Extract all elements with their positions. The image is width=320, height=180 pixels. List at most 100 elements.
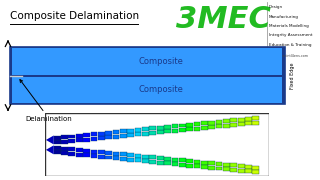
Bar bbox=[54, 146, 60, 150]
Bar bbox=[252, 121, 259, 125]
Text: Design: Design bbox=[269, 5, 283, 9]
Bar bbox=[54, 140, 60, 144]
Bar bbox=[61, 147, 68, 151]
Bar bbox=[216, 162, 222, 166]
Bar bbox=[216, 120, 222, 124]
Bar bbox=[61, 151, 68, 155]
Bar bbox=[201, 165, 208, 169]
Bar bbox=[245, 122, 252, 125]
Bar bbox=[61, 140, 68, 144]
Bar bbox=[252, 166, 259, 170]
Bar bbox=[105, 151, 112, 155]
Bar bbox=[113, 135, 119, 139]
Bar bbox=[194, 160, 200, 164]
Bar bbox=[98, 155, 105, 159]
Bar bbox=[98, 150, 105, 154]
Bar bbox=[223, 124, 230, 128]
Bar bbox=[179, 158, 186, 162]
Text: Composite: Composite bbox=[139, 57, 183, 66]
Bar bbox=[245, 169, 252, 173]
Text: Composite Delamination: Composite Delamination bbox=[10, 11, 139, 21]
Bar bbox=[164, 125, 171, 129]
Bar bbox=[186, 159, 193, 163]
Bar bbox=[208, 125, 215, 129]
Text: Materials Modelling: Materials Modelling bbox=[269, 24, 308, 28]
Bar bbox=[105, 135, 112, 139]
Bar bbox=[164, 129, 171, 133]
Bar bbox=[76, 138, 83, 142]
Bar bbox=[83, 138, 90, 141]
Text: 3MEC: 3MEC bbox=[176, 5, 271, 34]
Bar bbox=[172, 162, 178, 166]
Bar bbox=[172, 129, 178, 133]
Bar bbox=[194, 164, 200, 168]
Bar bbox=[172, 124, 178, 128]
Bar bbox=[186, 123, 193, 127]
Bar bbox=[120, 152, 127, 156]
Bar bbox=[164, 157, 171, 161]
Bar bbox=[208, 166, 215, 170]
Bar bbox=[208, 161, 215, 165]
Bar bbox=[91, 137, 97, 141]
Bar bbox=[149, 155, 156, 159]
Bar bbox=[208, 121, 215, 125]
Bar bbox=[252, 116, 259, 120]
Bar bbox=[120, 129, 127, 133]
Bar bbox=[68, 152, 75, 156]
Bar bbox=[238, 118, 244, 122]
Bar bbox=[201, 126, 208, 130]
Bar bbox=[238, 164, 244, 168]
Bar bbox=[76, 134, 83, 138]
Bar bbox=[83, 149, 90, 153]
Bar bbox=[105, 156, 112, 159]
Bar bbox=[76, 153, 83, 157]
Bar bbox=[157, 161, 164, 165]
Bar bbox=[54, 136, 60, 140]
Bar bbox=[54, 150, 60, 154]
Bar bbox=[10, 47, 285, 104]
Bar bbox=[127, 153, 134, 157]
Bar bbox=[201, 161, 208, 165]
Bar bbox=[157, 126, 164, 130]
Bar bbox=[91, 150, 97, 154]
Bar bbox=[142, 132, 149, 136]
Bar bbox=[223, 167, 230, 171]
Bar bbox=[216, 124, 222, 128]
Text: Delamination: Delamination bbox=[20, 80, 72, 122]
Bar bbox=[223, 119, 230, 123]
Bar bbox=[113, 152, 119, 156]
Text: Integrity Assessment: Integrity Assessment bbox=[269, 33, 312, 37]
Bar bbox=[179, 163, 186, 167]
Bar bbox=[179, 123, 186, 127]
Bar bbox=[120, 157, 127, 161]
Bar bbox=[105, 131, 112, 135]
Bar bbox=[127, 158, 134, 162]
Text: Education & Training: Education & Training bbox=[269, 43, 311, 47]
Polygon shape bbox=[46, 145, 54, 154]
Bar bbox=[149, 131, 156, 135]
Bar bbox=[149, 160, 156, 164]
Bar bbox=[230, 123, 237, 127]
Text: Fixed Edge: Fixed Edge bbox=[290, 62, 295, 89]
Bar bbox=[186, 164, 193, 168]
Bar bbox=[120, 134, 127, 138]
Bar bbox=[164, 161, 171, 165]
Bar bbox=[216, 166, 222, 170]
Polygon shape bbox=[46, 135, 54, 144]
Bar bbox=[68, 147, 75, 151]
Bar bbox=[135, 128, 141, 132]
Bar bbox=[230, 118, 237, 122]
Bar bbox=[245, 165, 252, 169]
Bar bbox=[230, 168, 237, 172]
Bar bbox=[68, 134, 75, 138]
Bar bbox=[194, 127, 200, 130]
Bar bbox=[238, 169, 244, 173]
Bar bbox=[83, 153, 90, 157]
Bar bbox=[245, 117, 252, 121]
Bar bbox=[68, 139, 75, 143]
Text: www.3mecintl4ens.com: www.3mecintl4ens.com bbox=[269, 54, 309, 58]
Bar bbox=[61, 135, 68, 139]
Bar bbox=[172, 158, 178, 162]
Bar bbox=[157, 156, 164, 160]
Bar bbox=[186, 127, 193, 131]
